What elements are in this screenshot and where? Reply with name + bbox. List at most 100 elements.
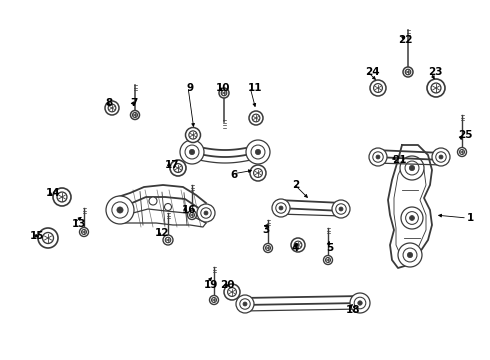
Circle shape	[106, 196, 134, 224]
Circle shape	[212, 297, 217, 302]
Circle shape	[370, 80, 386, 96]
Circle shape	[272, 199, 290, 217]
Circle shape	[458, 148, 466, 157]
Circle shape	[350, 293, 370, 313]
Circle shape	[236, 295, 254, 313]
Circle shape	[332, 200, 350, 218]
Circle shape	[410, 216, 415, 220]
Text: 1: 1	[467, 213, 474, 223]
Circle shape	[279, 206, 283, 210]
Circle shape	[224, 284, 240, 300]
Circle shape	[432, 148, 450, 166]
Circle shape	[79, 228, 89, 237]
Circle shape	[358, 301, 362, 305]
Circle shape	[460, 149, 465, 154]
Circle shape	[250, 165, 266, 181]
Text: 8: 8	[105, 98, 112, 108]
Text: 19: 19	[204, 280, 219, 290]
Circle shape	[190, 212, 195, 217]
Text: 4: 4	[292, 243, 299, 253]
Text: 3: 3	[262, 225, 269, 235]
Circle shape	[189, 131, 197, 139]
Circle shape	[373, 152, 383, 162]
Circle shape	[336, 204, 346, 214]
Text: 15: 15	[30, 231, 45, 241]
Circle shape	[405, 161, 419, 175]
Circle shape	[294, 241, 302, 249]
Text: 6: 6	[230, 170, 237, 180]
Circle shape	[246, 140, 270, 164]
Circle shape	[188, 211, 196, 220]
Circle shape	[204, 211, 208, 215]
Text: 23: 23	[428, 67, 442, 77]
Circle shape	[227, 288, 236, 296]
Circle shape	[243, 302, 247, 306]
Circle shape	[439, 155, 443, 159]
Circle shape	[38, 228, 58, 248]
Text: 25: 25	[458, 130, 472, 140]
Text: 14: 14	[46, 188, 61, 198]
Circle shape	[431, 83, 441, 93]
Circle shape	[57, 192, 67, 202]
Text: 20: 20	[220, 280, 235, 290]
Circle shape	[376, 155, 380, 159]
Circle shape	[405, 69, 411, 75]
Text: 16: 16	[182, 205, 196, 215]
Circle shape	[163, 235, 173, 245]
Circle shape	[264, 243, 272, 252]
Circle shape	[354, 297, 366, 309]
Circle shape	[170, 160, 186, 176]
Circle shape	[266, 246, 270, 251]
Circle shape	[276, 203, 286, 213]
Circle shape	[112, 202, 128, 218]
Text: 7: 7	[130, 98, 137, 108]
Circle shape	[406, 212, 418, 224]
Circle shape	[130, 111, 140, 120]
Circle shape	[339, 207, 343, 211]
Circle shape	[173, 163, 182, 172]
Circle shape	[165, 203, 172, 211]
Circle shape	[197, 204, 215, 222]
Circle shape	[436, 152, 446, 162]
Circle shape	[240, 299, 250, 309]
Text: 2: 2	[292, 180, 299, 190]
Circle shape	[210, 296, 219, 305]
Circle shape	[400, 156, 424, 180]
Text: 18: 18	[346, 305, 361, 315]
Circle shape	[185, 145, 199, 159]
Circle shape	[251, 145, 265, 159]
Text: 13: 13	[72, 219, 87, 229]
Text: 22: 22	[398, 35, 413, 45]
Circle shape	[403, 248, 417, 262]
Circle shape	[407, 252, 413, 258]
Circle shape	[409, 165, 415, 171]
Circle shape	[252, 114, 260, 122]
Circle shape	[255, 149, 261, 155]
Circle shape	[219, 88, 229, 98]
Circle shape	[427, 79, 445, 97]
Circle shape	[249, 111, 263, 125]
Text: 17: 17	[165, 160, 180, 170]
Circle shape	[165, 237, 171, 243]
Text: 24: 24	[365, 67, 380, 77]
Circle shape	[43, 233, 53, 243]
Text: 9: 9	[186, 83, 193, 93]
Text: 10: 10	[216, 83, 230, 93]
Circle shape	[105, 101, 119, 115]
Circle shape	[117, 207, 123, 213]
Circle shape	[149, 197, 157, 205]
Text: 21: 21	[392, 155, 407, 165]
Circle shape	[398, 243, 422, 267]
Text: 5: 5	[326, 243, 333, 253]
Text: 12: 12	[155, 228, 170, 238]
Circle shape	[53, 188, 71, 206]
Circle shape	[369, 148, 387, 166]
Circle shape	[201, 208, 211, 218]
Circle shape	[180, 140, 204, 164]
Circle shape	[186, 127, 200, 143]
Circle shape	[189, 149, 195, 155]
Circle shape	[291, 238, 305, 252]
Circle shape	[108, 104, 116, 112]
Circle shape	[373, 84, 382, 93]
Circle shape	[401, 207, 423, 229]
